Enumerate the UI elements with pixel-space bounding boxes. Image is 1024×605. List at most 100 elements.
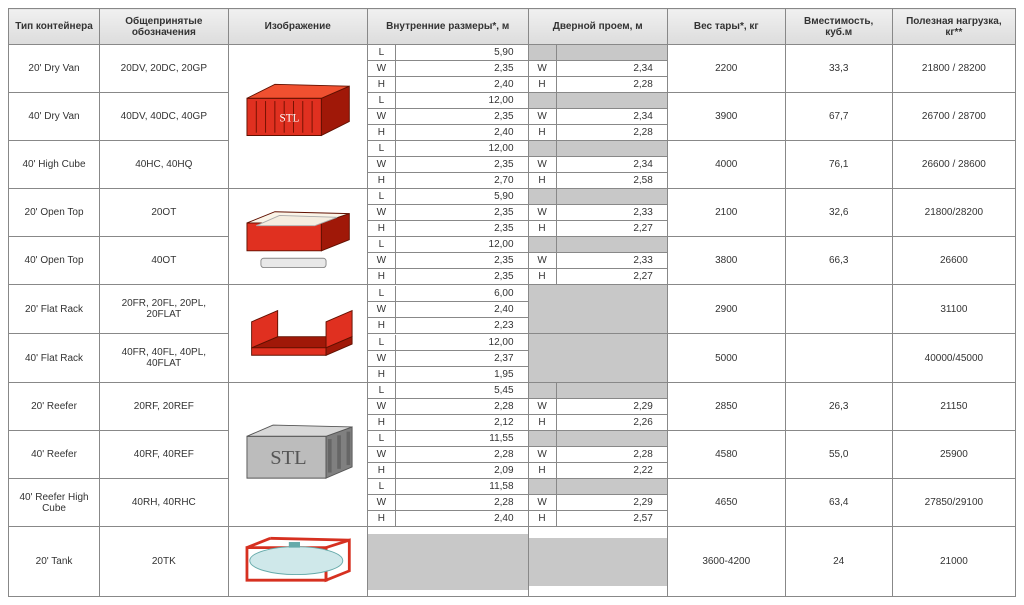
internal-dims: L5,90W2,35H2,40 — [367, 45, 528, 93]
image-cell — [228, 527, 367, 597]
type-cell: 40' Open Top — [9, 237, 100, 285]
door-dims: W2,29H2,26 — [528, 383, 667, 431]
table-row: 40' Flat Rack40FR, 40FL, 40PL, 40FLAT L12… — [9, 334, 1016, 383]
container-specs-table: Тип контейнера Общепринятые обозначения … — [8, 8, 1016, 597]
type-cell: 20' Flat Rack — [9, 285, 100, 334]
svg-text:STL: STL — [279, 112, 299, 124]
payload-cell: 21800 / 28200 — [892, 45, 1015, 93]
capacity-cell — [785, 334, 892, 383]
image-cell — [228, 189, 367, 285]
image-cell — [228, 285, 367, 383]
type-cell: 20' Tank — [9, 527, 100, 597]
type-cell: 20' Dry Van — [9, 45, 100, 93]
internal-dims: L5,90W2,35H2,35 — [367, 189, 528, 237]
door-dims — [528, 285, 667, 334]
payload-cell: 40000/45000 — [892, 334, 1015, 383]
designation-cell: 40RH, 40RHC — [100, 479, 229, 527]
type-cell: 40' Dry Van — [9, 93, 100, 141]
tare-cell: 4650 — [667, 479, 785, 527]
capacity-cell: 55,0 — [785, 431, 892, 479]
internal-dims: L12,00W2,35H2,40 — [367, 93, 528, 141]
capacity-cell: 24 — [785, 527, 892, 597]
internal-dims: L5,45W2,28H2,12 — [367, 383, 528, 431]
internal-dims — [367, 527, 528, 597]
header-tare: Вес тары*, кг — [667, 9, 785, 45]
image-cell: STL — [228, 383, 367, 527]
capacity-cell: 33,3 — [785, 45, 892, 93]
designation-cell: 20FR, 20FL, 20PL, 20FLAT — [100, 285, 229, 334]
header-image: Изображение — [228, 9, 367, 45]
tare-cell: 4000 — [667, 141, 785, 189]
tare-cell: 5000 — [667, 334, 785, 383]
designation-cell: 40OT — [100, 237, 229, 285]
designation-cell: 20DV, 20DC, 20GP — [100, 45, 229, 93]
door-dims: W2,34H2,58 — [528, 141, 667, 189]
table-row: 20' Flat Rack20FR, 20FL, 20PL, 20FLAT L6… — [9, 285, 1016, 334]
capacity-cell: 76,1 — [785, 141, 892, 189]
payload-cell: 27850/29100 — [892, 479, 1015, 527]
header-capacity: Вместимость, куб.м — [785, 9, 892, 45]
table-row: 40' Reefer40RF, 40REFL11,55W2,28H2,09 W2… — [9, 431, 1016, 479]
designation-cell: 40FR, 40FL, 40PL, 40FLAT — [100, 334, 229, 383]
tare-cell: 2850 — [667, 383, 785, 431]
payload-cell: 21800/28200 — [892, 189, 1015, 237]
header-row: Тип контейнера Общепринятые обозначения … — [9, 9, 1016, 45]
payload-cell: 21000 — [892, 527, 1015, 597]
type-cell: 40' Flat Rack — [9, 334, 100, 383]
type-cell: 40' Reefer — [9, 431, 100, 479]
designation-cell: 20OT — [100, 189, 229, 237]
internal-dims: L11,55W2,28H2,09 — [367, 431, 528, 479]
designation-cell: 40DV, 40DC, 40GP — [100, 93, 229, 141]
capacity-cell: 66,3 — [785, 237, 892, 285]
tare-cell: 3600-4200 — [667, 527, 785, 597]
tare-cell: 2100 — [667, 189, 785, 237]
tare-cell: 2200 — [667, 45, 785, 93]
payload-cell: 25900 — [892, 431, 1015, 479]
internal-dims: L6,00W2,40H2,23 — [367, 285, 528, 334]
payload-cell: 26600 / 28600 — [892, 141, 1015, 189]
designation-cell: 20TK — [100, 527, 229, 597]
header-designations: Общепринятые обозначения — [100, 9, 229, 45]
table-row: 40' Dry Van40DV, 40DC, 40GP L12,00W2,35H2… — [9, 93, 1016, 141]
designation-cell: 20RF, 20REF — [100, 383, 229, 431]
door-dims: W2,34H2,28 — [528, 45, 667, 93]
door-dims: W2,33H2,27 — [528, 237, 667, 285]
header-door: Дверной проем, м — [528, 9, 667, 45]
payload-cell: 21150 — [892, 383, 1015, 431]
table-row: 40' Open Top40OT L12,00W2,35H2,35 W2,33H2… — [9, 237, 1016, 285]
capacity-cell: 67,7 — [785, 93, 892, 141]
door-dims: W2,34H2,28 — [528, 93, 667, 141]
payload-cell: 26600 — [892, 237, 1015, 285]
door-dims: W2,33H2,27 — [528, 189, 667, 237]
table-row: 20' Open Top20OT L5,90W2,35H2,35 W2,33H2… — [9, 189, 1016, 237]
type-cell: 20' Reefer — [9, 383, 100, 431]
type-cell: 40' Reefer High Cube — [9, 479, 100, 527]
door-dims — [528, 334, 667, 383]
door-dims — [528, 527, 667, 597]
header-internal: Внутренние размеры*, м — [367, 9, 528, 45]
door-dims: W2,29H2,57 — [528, 479, 667, 527]
svg-text:STL: STL — [270, 447, 306, 469]
internal-dims: L12,00W2,37H1,95 — [367, 334, 528, 383]
designation-cell: 40HC, 40HQ — [100, 141, 229, 189]
table-row: 20' Tank20TK 3600-42002421000 — [9, 527, 1016, 597]
type-cell: 20' Open Top — [9, 189, 100, 237]
capacity-cell — [785, 285, 892, 334]
tank-icon — [233, 529, 363, 594]
tare-cell: 3900 — [667, 93, 785, 141]
payload-cell: 26700 / 28700 — [892, 93, 1015, 141]
flatrack-icon — [233, 292, 363, 376]
table-row: 20' Dry Van20DV, 20DC, 20GP STL L5,90W2,… — [9, 45, 1016, 93]
header-payload: Полезная нагрузка, кг** — [892, 9, 1015, 45]
opentop-icon — [233, 195, 363, 279]
internal-dims: L11,58W2,28H2,40 — [367, 479, 528, 527]
tare-cell: 4580 — [667, 431, 785, 479]
dryvan-icon: STL — [233, 75, 363, 159]
type-cell: 40' High Cube — [9, 141, 100, 189]
image-cell: STL — [228, 45, 367, 189]
internal-dims: L12,00W2,35H2,35 — [367, 237, 528, 285]
table-row: 40' Reefer High Cube40RH, 40RHC L11,58W2,… — [9, 479, 1016, 527]
capacity-cell: 32,6 — [785, 189, 892, 237]
reefer-icon: STL — [233, 413, 363, 497]
capacity-cell: 26,3 — [785, 383, 892, 431]
